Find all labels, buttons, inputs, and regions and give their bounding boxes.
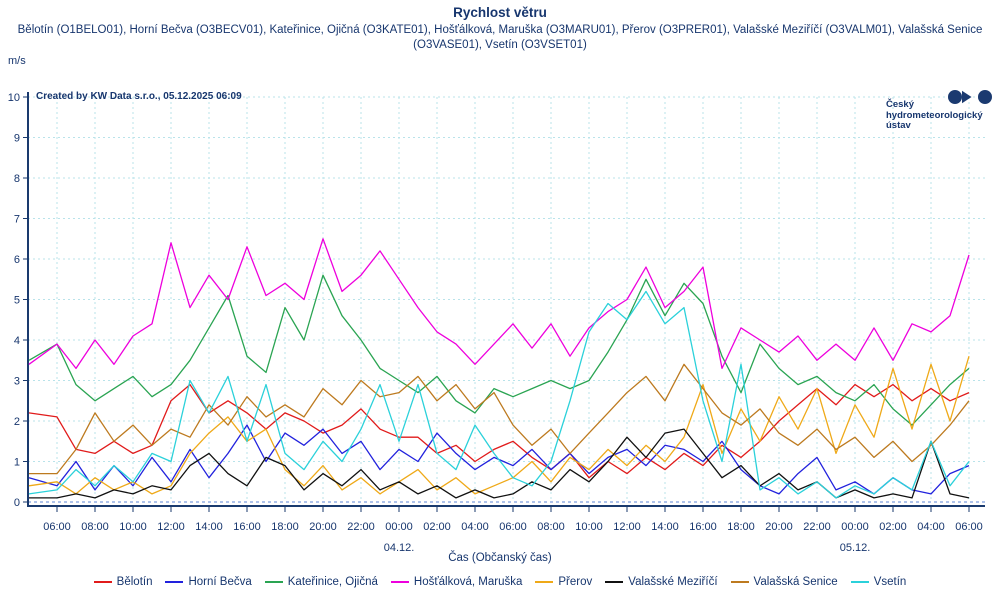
x-tick-label: 10:00 [119, 521, 147, 533]
series-line-ho-lkov-maru-ka [28, 238, 970, 370]
x-date-label: 04.12. [384, 542, 415, 554]
x-tick-label: 20:00 [765, 521, 793, 533]
x-tick-label: 22:00 [347, 521, 375, 533]
x-tick-label: 16:00 [233, 521, 261, 533]
y-tick-label: 8 [14, 173, 20, 185]
x-tick-label: 18:00 [727, 521, 755, 533]
legend-swatch [605, 581, 624, 583]
y-tick-label: 9 [14, 133, 20, 145]
y-tick-label: 5 [14, 295, 20, 307]
x-date-label: 05.12. [840, 542, 871, 554]
legend-swatch [850, 581, 869, 583]
series-line-kate-inice-oji-n- [28, 274, 970, 426]
x-tick-label: 16:00 [689, 521, 717, 533]
x-tick-label: 08:00 [81, 521, 109, 533]
series-line-vala-sk-senice [29, 363, 970, 475]
legend-swatch [165, 581, 184, 583]
chart-subtitle-stations: Bělotín (O1BELO01), Horní Bečva (O3BECV0… [17, 24, 983, 51]
x-tick-label: 06:00 [499, 521, 527, 533]
x-tick-label: 10:00 [575, 521, 603, 533]
chmi-logo-line1: Český [886, 99, 914, 110]
watermark-text: Created by KW Data s.r.o., 05.12.2025 06… [36, 91, 242, 102]
y-tick-label: 7 [14, 214, 20, 226]
series-line-b-lot-n [28, 383, 970, 479]
y-tick-label: 1 [14, 457, 20, 469]
x-tick-label: 00:00 [385, 521, 413, 533]
legend-item: Kateřinice, Ojičná [264, 576, 378, 588]
legend-swatch [390, 581, 409, 583]
x-tick-label: 08:00 [537, 521, 565, 533]
x-axis-title: Čas (Občanský čas) [448, 552, 552, 564]
y-tick-label: 2 [14, 416, 20, 428]
series-line-p-erov [28, 356, 970, 495]
x-tick-label: 04:00 [917, 521, 945, 533]
y-tick-label: 4 [14, 335, 20, 347]
x-tick-label: 12:00 [613, 521, 641, 533]
legend-item: Valašské Meziříčí [605, 576, 718, 588]
series-line-vala-sk-mezi- [29, 428, 970, 499]
x-tick-label: 18:00 [271, 521, 299, 533]
x-tick-label: 14:00 [195, 521, 223, 533]
legend-label: Valašská Senice [753, 576, 838, 588]
legend-swatch [93, 581, 112, 583]
chmi-logo-line3: ústav [886, 120, 911, 131]
x-tick-label: 12:00 [157, 521, 185, 533]
x-tick-label: 02:00 [879, 521, 907, 533]
x-tick-label: 14:00 [651, 521, 679, 533]
legend-item: Valašská Senice [730, 576, 838, 588]
x-tick-label: 00:00 [841, 521, 869, 533]
legend-label: Kateřinice, Ojičná [287, 576, 378, 588]
series-line-horn-be-va [28, 424, 970, 495]
x-tick-label: 04:00 [461, 521, 489, 533]
y-tick-label: 10 [8, 92, 20, 104]
x-tick-label: 02:00 [423, 521, 451, 533]
legend-item: Bělotín [93, 576, 153, 588]
legend-label: Hošťálková, Maruška [413, 576, 523, 588]
legend-label: Valašské Meziříčí [628, 576, 718, 588]
legend-swatch [264, 581, 283, 583]
legend-label: Horní Bečva [188, 576, 252, 588]
y-tick-label: 3 [14, 376, 20, 388]
page-title: Rychlost větru [453, 5, 547, 20]
legend-item: Horní Bečva [165, 576, 252, 588]
legend-label: Bělotín [116, 576, 153, 588]
chart-legend: Bělotín Horní Bečva Kateřinice, Ojičná Hošť… [0, 576, 1000, 588]
x-tick-label: 06:00 [43, 521, 71, 533]
legend-label: Vsetín [873, 576, 907, 588]
x-tick-label: 22:00 [803, 521, 831, 533]
legend-swatch [730, 581, 749, 583]
y-tick-label: 6 [14, 254, 20, 266]
x-tick-label: 20:00 [309, 521, 337, 533]
x-tick-label: 06:00 [955, 521, 983, 533]
chmi-logo-text: Český hydrometeorologický ústav [886, 99, 983, 132]
y-tick-label: 0 [14, 497, 20, 509]
legend-swatch [535, 581, 554, 583]
y-axis-unit-label: m/s [8, 55, 26, 67]
legend-item: Hošťálková, Maruška [390, 576, 523, 588]
series-line-vset-n [28, 290, 970, 499]
legend-label: Přerov [558, 576, 593, 588]
chmi-logo-icon [948, 90, 992, 104]
legend-item: Přerov [535, 576, 592, 588]
legend-item: Vsetín [850, 576, 907, 588]
chmi-logo-line2: hydrometeorologický [886, 109, 983, 121]
